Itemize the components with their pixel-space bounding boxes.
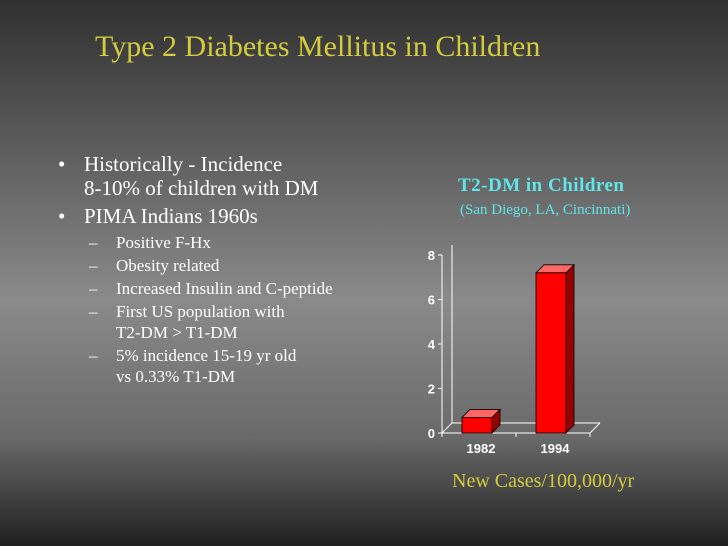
sub-bullet-item: – Increased Insulin and C-peptide [58,278,398,299]
bar-side [565,263,575,434]
y-tick-label: 4 [428,337,436,352]
sub-bullet-text: First US population with T2-DM > T1-DM [116,302,285,342]
sub-bullet-text: Positive F-Hx [116,233,211,252]
chart-bars [461,263,575,434]
x-axis-ticks: 1982 1994 [441,433,591,455]
bar-front [461,417,493,434]
bar-1982 [461,408,501,434]
y-tick-label: 0 [428,426,435,441]
y-tick-label: 6 [428,293,435,308]
sub-bullet-marker: – [89,233,98,252]
chart-title: T2-DM in Children [458,175,625,196]
sub-bullet-text: Increased Insulin and C-peptide [116,279,333,298]
chart-axes [441,245,601,434]
y-tick-label: 2 [428,382,435,397]
bar-1994 [535,263,575,434]
floor-right-edge [589,422,601,434]
back-wall-edge [441,245,453,434]
x-tick-label: 1982 [467,441,496,455]
chart-x-axis-label: New Cases/100,000/yr [452,470,635,492]
bullet-text: PIMA Indians 1960s [84,204,258,228]
chart-subtitle: (San Diego, LA, Cincinnati) [460,202,631,218]
x-tick-label: 1994 [541,441,571,455]
bar-chart: 0 2 4 6 8 1982 1994 [428,245,601,455]
sub-bullet-marker: – [89,256,98,275]
sub-bullet-item: – 5% incidence 15-19 yr old vs 0.33% T1-… [58,345,398,387]
sub-bullet-item: – Positive F-Hx [58,232,398,253]
bullet-list: • Historically - Incidence 8-10% of chil… [58,152,398,389]
bullet-marker: • [58,152,66,176]
sub-bullet-marker: – [89,279,98,298]
sub-bullet-marker: – [89,302,98,321]
y-tick-label: 8 [428,248,435,263]
bullet-item: • PIMA Indians 1960s [58,204,398,228]
sub-bullet-item: – First US population with T2-DM > T1-DM [58,301,398,343]
bullet-item: • Historically - Incidence 8-10% of chil… [58,152,398,200]
bar-front [535,272,567,434]
bullet-marker: • [58,204,66,228]
bullet-text: Historically - Incidence 8-10% of childr… [84,152,319,200]
sub-bullet-item: – Obesity related [58,255,398,276]
y-axis-ticks: 0 2 4 6 8 [428,248,442,441]
sub-bullet-marker: – [89,346,98,365]
sub-bullet-text: Obesity related [116,256,220,275]
sub-bullet-text: 5% incidence 15-19 yr old vs 0.33% T1-DM [116,346,297,386]
slide-title: Type 2 Diabetes Mellitus in Children [95,30,541,63]
